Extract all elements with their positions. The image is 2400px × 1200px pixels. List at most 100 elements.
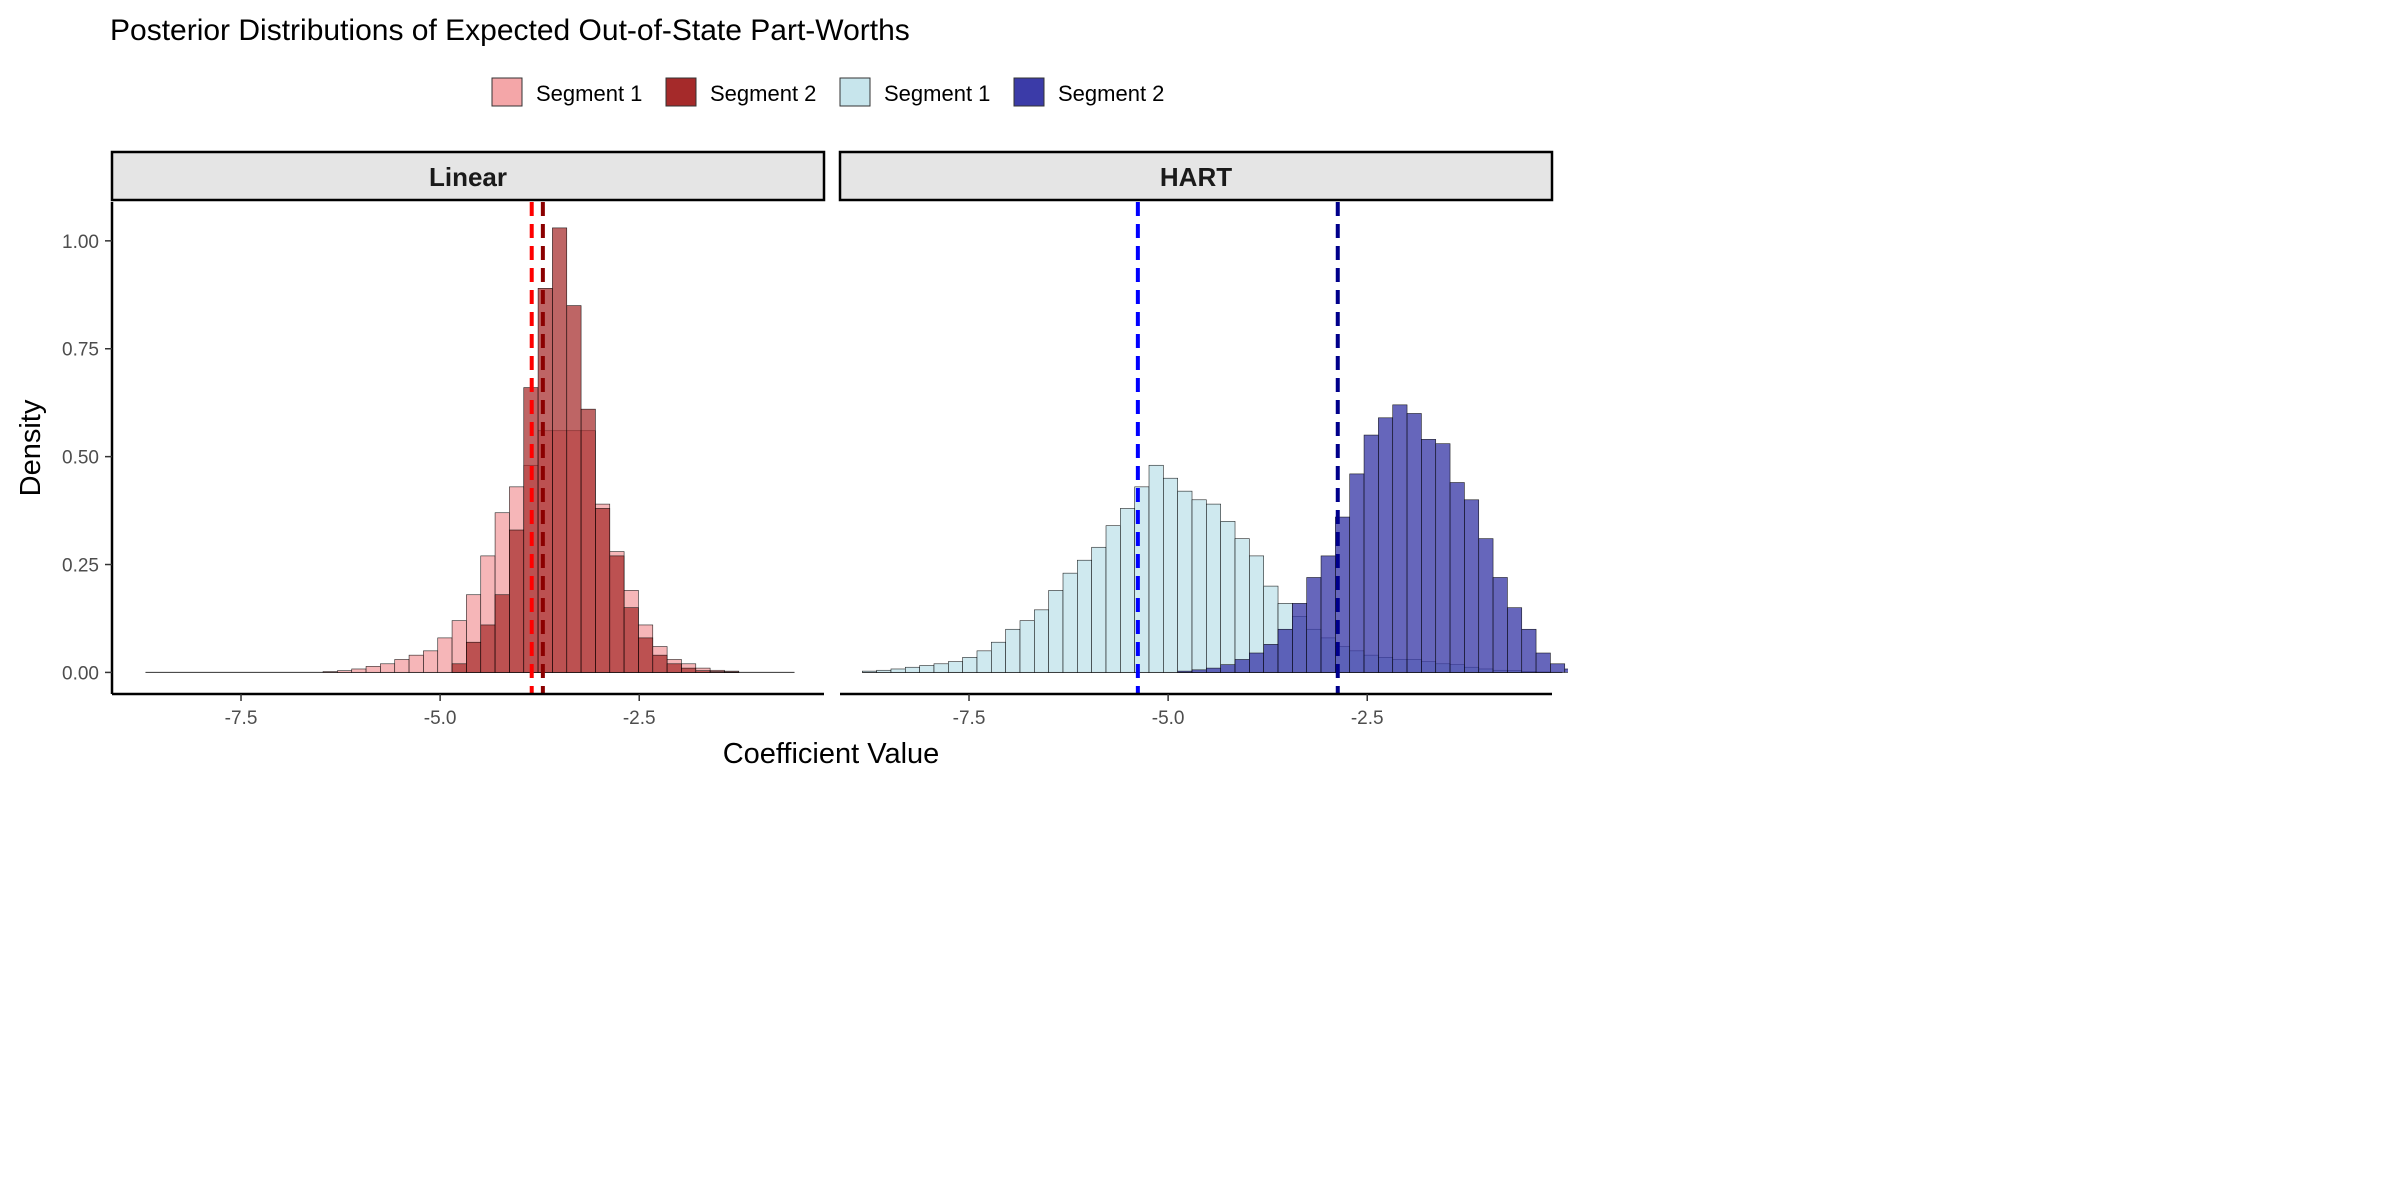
legend-key [491,77,523,107]
histogram-bar [552,227,568,673]
histogram-bar [1435,443,1451,673]
panel-linear: -7.5 -5.0 -2.5 [110,202,824,729]
legend-label: Segment 1 [536,81,642,106]
strip-background [838,150,1554,202]
histogram-bar [1220,521,1236,673]
histogram-bar [1005,628,1021,673]
histogram-bar [709,671,725,673]
histogram-bar [1105,525,1121,673]
histogram-bar [394,659,410,673]
histogram-bar [1464,499,1480,673]
histogram-bar [580,408,596,673]
histogram-bar [1163,477,1178,673]
histogram-bar [509,529,525,673]
y-tick-label: 0.00 [62,663,99,684]
histogram-bar [638,637,654,673]
histogram-bar [1421,439,1437,673]
histogram-bar [609,555,625,673]
legend-item: Segment 2 [665,77,816,107]
histogram-bar [861,670,877,673]
chart: Posterior Distributions of Expected Out-… [15,14,1568,770]
histogram-bar [681,667,697,673]
histogram-bar [991,641,1006,673]
histogram-bar [1292,603,1308,673]
histogram-bar [948,661,963,673]
histogram-bar [1077,559,1092,673]
legend-key [839,77,871,107]
histogram-bar [1406,413,1422,673]
strip-label: Linear [429,162,507,192]
histogram-bar [623,607,639,673]
histogram-bar [652,654,668,673]
legend-key [665,77,697,107]
histogram-bar [1478,538,1494,673]
x-tick-label: -7.5 [953,708,986,729]
histogram-bar [1091,546,1107,673]
x-tick-label: -5.0 [424,708,457,729]
legend-label: Segment 2 [710,81,816,106]
histogram-bar [1048,590,1064,673]
histogram-bar [423,650,439,673]
histogram-bar [566,305,582,673]
histogram-bar [1019,620,1035,673]
histogram-bar [1177,670,1193,673]
histogram-bar [595,508,611,673]
histogram-bar [1550,663,1566,673]
histogram-bar [365,666,381,673]
legend-key [1013,77,1045,107]
histogram-bar [1062,572,1078,673]
histogram-bar [1234,538,1250,673]
histogram-bar [1148,464,1164,673]
legend-item: Segment 1 [491,77,642,107]
x-tick-label: -7.5 [225,708,258,729]
chart-title: Posterior Distributions of Expected Out-… [110,14,910,47]
facet-strip-hart: HART [838,150,1554,202]
histogram-bar [1363,434,1379,673]
histogram-bar [494,594,510,673]
histogram-bar [1220,664,1236,673]
histogram-bar [876,669,892,673]
histogram-bar [905,666,920,673]
histogram-bar [1234,659,1250,673]
histogram-bar [537,288,553,673]
histogram-bar [322,671,338,673]
histogram-bar [1177,490,1193,673]
histogram-bar [1277,628,1293,673]
histogram-bar [695,670,711,673]
x-tick-label: -2.5 [1351,708,1384,729]
panel-hart: -7.5 -5.0 -2.5 [840,202,1568,729]
histogram-bar [1306,577,1322,673]
facet-strip-linear: Linear [110,150,826,202]
histogram-bar [1120,508,1135,673]
histogram-bar [1564,668,1568,673]
y-tick-label: 0.75 [62,340,99,361]
histogram-bar [919,665,935,673]
strip-background [110,150,826,202]
histogram-bar [380,663,396,673]
histogram-bar [1034,609,1049,673]
legend: Segment 1 Segment 2 Segment 1 Segment 2 [491,77,1164,107]
legend-label: Segment 2 [1058,81,1164,106]
histogram-bar [466,641,482,673]
histogram-bar [1320,555,1336,673]
histogram-bar [962,657,978,673]
histogram-bar [408,654,424,673]
histogram-bar [890,668,906,673]
histogram-bar [1392,404,1408,673]
histogram-bar [1249,652,1264,673]
histogram-bar [1191,499,1207,673]
series-2 [451,227,740,673]
histogram-bar [337,670,353,673]
histogram-bar [1191,669,1207,673]
legend-item: Segment 2 [1013,77,1164,107]
histogram-bar [1492,577,1508,673]
y-tick-label: 0.25 [62,556,99,577]
legend-item: Segment 1 [839,77,990,107]
x-tick-label: -5.0 [1152,708,1185,729]
histogram-bar [1206,667,1221,673]
y-tick-label: 0.50 [62,448,99,469]
histogram-bar [351,668,367,673]
histogram-bar [451,663,467,673]
histogram-bar [1449,482,1465,673]
histogram-bar [1349,473,1365,673]
